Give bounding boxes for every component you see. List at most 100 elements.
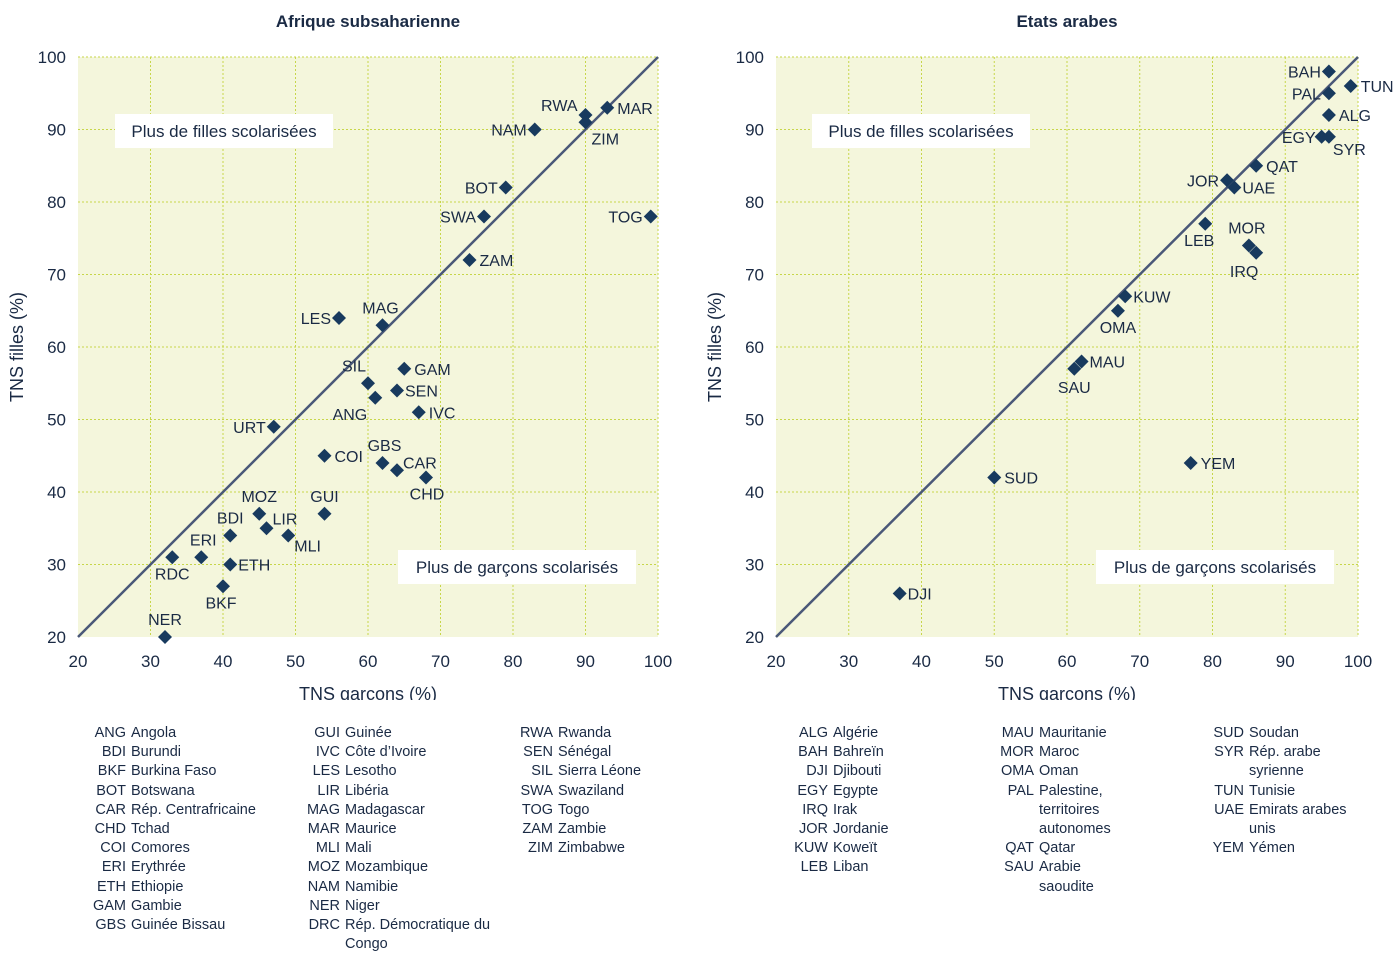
legend-item: SEN Sénégal <box>505 743 641 762</box>
legend-name: Lesotho <box>345 763 397 780</box>
y-tick-label: 40 <box>745 483 764 502</box>
point-label-sen: SEN <box>405 384 438 401</box>
point-label-egy: EGY <box>1282 130 1316 147</box>
legend-item: ANG Angola <box>78 724 256 743</box>
point-marker-bot <box>498 180 513 195</box>
x-tick-label: 60 <box>1058 652 1077 671</box>
region-box-boys <box>1096 550 1334 584</box>
legend-item: IVC Côte d’Ivoire <box>292 743 497 762</box>
point-marker-bdi <box>223 528 238 543</box>
point-marker-egy <box>1314 129 1329 144</box>
legend-name: Comores <box>131 840 190 857</box>
legend-name: Sierra Léone <box>558 763 642 780</box>
legend-item: TUN Tunisie <box>1192 782 1362 801</box>
legend-code: MAU <box>1001 725 1034 741</box>
legend-item: NAM Namibie <box>292 878 497 897</box>
point-marker-eth <box>223 557 238 572</box>
legend-name: Jordanie <box>833 821 889 838</box>
legend-name: Soudan <box>1249 725 1299 741</box>
point-marker-jor <box>1220 173 1235 188</box>
x-tick-label: 100 <box>644 652 672 671</box>
point-marker-mag <box>375 318 390 333</box>
point-label-urt: URT <box>233 420 266 437</box>
legend-item: LIR Libéria <box>292 782 497 801</box>
y-tick-label: 80 <box>47 193 66 212</box>
point-marker-car <box>390 463 404 478</box>
legend-name: Emirats arabes unis <box>1249 801 1347 838</box>
legend-code: BOT <box>96 782 126 799</box>
point-label-jor: JOR <box>1187 173 1219 190</box>
region-box-girls <box>115 114 333 148</box>
point-marker-alg <box>1321 108 1336 122</box>
legend-item: YEM Yémen <box>1192 839 1362 858</box>
point-label-sau: SAU <box>1058 380 1091 397</box>
region-label-girls: Plus de filles scolarisées <box>131 122 316 141</box>
point-label-bkf: BKF <box>205 595 236 612</box>
point-label-mar: MAR <box>617 101 653 118</box>
legend-name: Zimbabwe <box>558 840 625 857</box>
legend-arab-col1: ALG Algérie BAH Bahreïn DJI Djibouti EGY Egypte… <box>776 724 889 878</box>
legend-name: Rwanda <box>558 725 612 741</box>
legend-item: SIL Sierra Léone <box>505 762 641 781</box>
legend-name: Guinée <box>345 725 392 741</box>
chart-0: Afrique subsaharienne 20 30 40 50 60 70 80 90 100… <box>7 12 672 700</box>
point-label-mau: MAU <box>1090 355 1126 372</box>
legend-name: Tunisie <box>1249 782 1296 799</box>
legend-name: Guinée Bissau <box>131 917 226 934</box>
legend-item: COI Comores <box>78 839 256 858</box>
legend-code: MOZ <box>307 859 340 876</box>
legend-code: DJI <box>806 763 828 780</box>
point-label-bot: BOT <box>465 181 498 198</box>
legend-arab-col2: MAU Mauritanie MOR Maroc OMA Oman PAL Palestine… <box>982 724 1122 897</box>
y-axis-label: TNS filles (%) <box>705 292 725 402</box>
legend-name: Togo <box>558 801 590 818</box>
legend-name: Koweït <box>833 840 878 857</box>
legend-name: Tchad <box>131 821 170 838</box>
legend-code: CAR <box>95 801 126 818</box>
point-label-pal: PAL <box>1292 86 1321 103</box>
legend-item: DRC Rép. Démocratique du Congo <box>292 916 497 954</box>
legend-item: SYR Rép. arabe syrienne <box>1192 743 1362 781</box>
point-marker-gam <box>397 361 412 376</box>
legend-code: SWA <box>520 782 554 799</box>
region-label-girls: Plus de filles scolarisées <box>828 122 1013 141</box>
parity-line <box>775 56 1359 638</box>
legend-code: ALG <box>798 725 828 741</box>
legend-name: Niger <box>345 897 380 914</box>
y-tick-label: 20 <box>745 628 764 647</box>
legend-code: IVC <box>315 744 340 761</box>
legend-code: MLI <box>315 840 340 857</box>
y-axis-label: TNS filles (%) <box>7 292 27 402</box>
point-label-mor: MOR <box>1228 221 1265 238</box>
legend-name: Burkina Faso <box>131 763 217 780</box>
x-tick-label: 50 <box>985 652 1004 671</box>
point-label-dji: DJI <box>908 587 932 604</box>
legend-item: SWA Swaziland <box>505 782 641 801</box>
point-label-mag: MAG <box>362 300 398 317</box>
point-label-syr: SYR <box>1333 142 1366 159</box>
point-marker-les <box>332 311 346 325</box>
legend-code: NAM <box>307 878 340 895</box>
point-marker-tun <box>1343 79 1358 93</box>
y-tick-label: 90 <box>745 121 764 140</box>
point-marker-rwa <box>578 108 593 122</box>
y-tick-label: 40 <box>47 483 66 502</box>
legend-name: Swaziland <box>558 782 625 799</box>
x-tick-label: 60 <box>359 652 378 671</box>
legend-code: MAR <box>307 821 340 838</box>
legend-item: UAE Emirats arabes unis <box>1192 801 1362 839</box>
x-tick-label: 30 <box>141 652 160 671</box>
legend-code: PAL <box>1007 782 1034 799</box>
legend-item: BOT Botswana <box>78 782 256 801</box>
point-marker-sen <box>390 383 404 398</box>
point-marker-lir <box>259 521 274 536</box>
legend-code: LIR <box>317 782 340 799</box>
legend-name: Namibie <box>345 878 399 895</box>
region-label-boys: Plus de garçons scolarisés <box>1114 558 1316 577</box>
point-label-ivc: IVC <box>429 405 456 422</box>
legend-code: ETH <box>97 878 126 895</box>
x-axis-label: TNS garçons (%) <box>998 684 1136 700</box>
region-box-boys <box>398 550 636 584</box>
point-label-gbs: GBS <box>368 438 402 455</box>
point-label-oma: OMA <box>1100 320 1137 337</box>
